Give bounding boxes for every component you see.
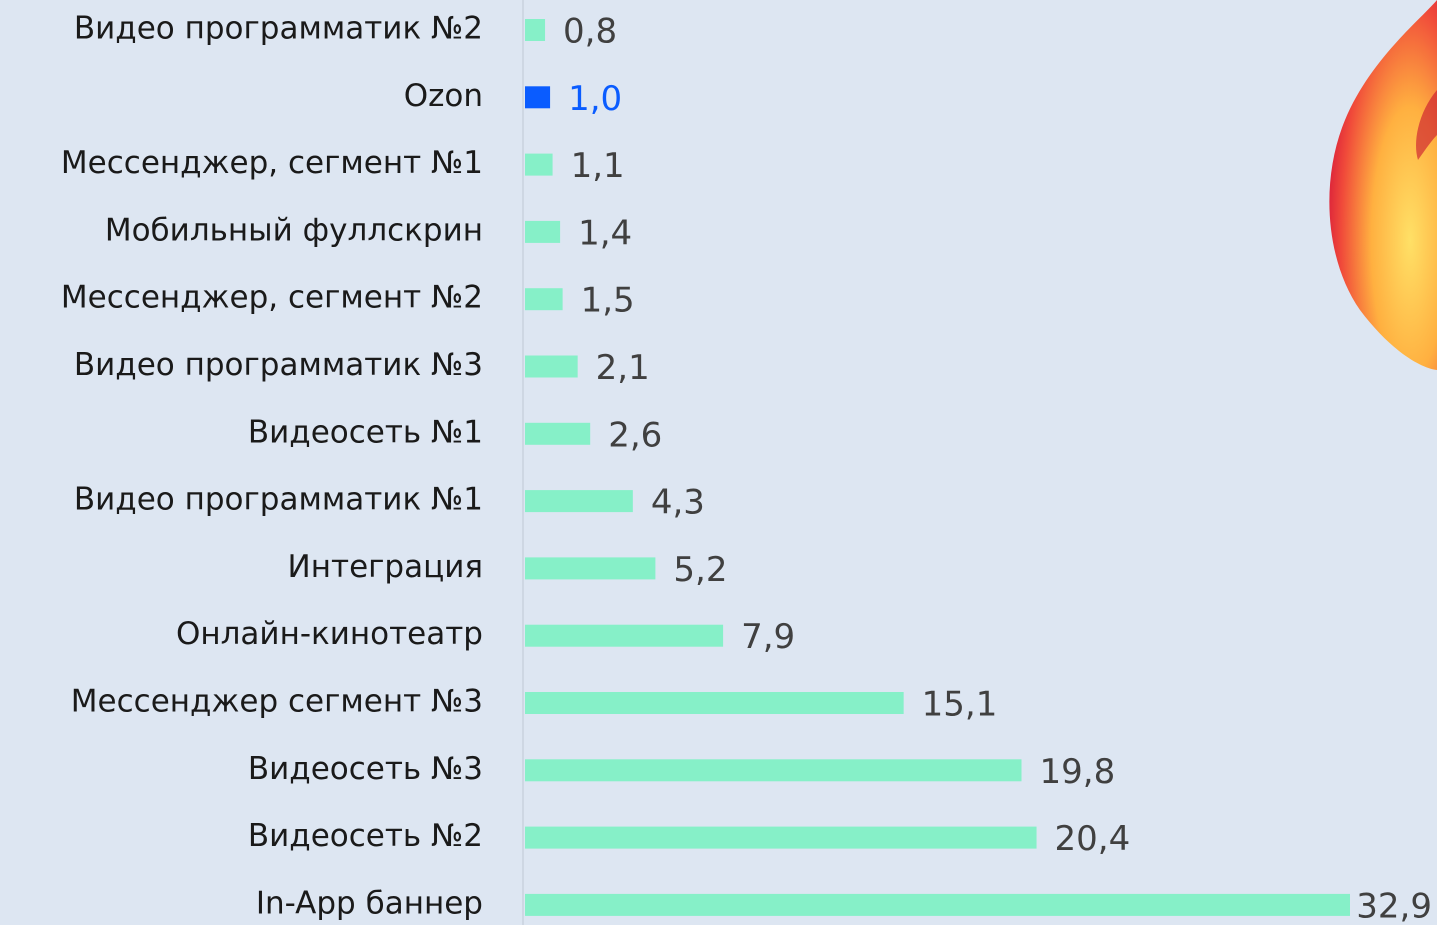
chart: Видео программатик №2 0,8 Ozon 1,0 Мессендже…	[0, 0, 1437, 925]
bar	[525, 625, 723, 647]
bar	[525, 423, 590, 445]
category-label: Ozon	[404, 78, 483, 114]
bar	[525, 86, 550, 108]
category-label: Видеосеть №3	[248, 751, 483, 787]
bar	[525, 19, 545, 41]
value-label: 2,6	[608, 415, 662, 455]
value-label: 20,4	[1055, 819, 1131, 859]
value-label: 1,4	[578, 213, 632, 253]
page: Видео программатик №2 0,8 Ozon 1,0 Мессендже…	[0, 0, 1437, 925]
bar	[525, 692, 904, 714]
value-label: 4,3	[651, 483, 705, 523]
category-label: Интеграция	[288, 549, 483, 585]
bar	[525, 759, 1022, 781]
value-label: 19,8	[1040, 752, 1116, 792]
value-label: 7,9	[741, 617, 795, 657]
value-label: 1,1	[571, 146, 625, 186]
category-label: Мобильный фуллскрин	[105, 212, 483, 248]
category-label: Видео программатик №3	[74, 347, 483, 383]
value-label: 1,5	[581, 281, 635, 321]
value-label: 2,1	[596, 348, 650, 388]
value-label: 0,8	[563, 12, 617, 52]
value-label: 5,2	[673, 550, 727, 590]
bar	[525, 221, 560, 243]
bar	[525, 288, 563, 310]
value-label: 1,0	[568, 79, 622, 119]
bar	[525, 154, 553, 176]
category-label: Мессенджер, сегмент №2	[61, 280, 483, 316]
bar	[525, 827, 1037, 849]
category-label: Мессенджер сегмент №3	[71, 684, 483, 720]
category-label: Видео программатик №2	[74, 11, 483, 47]
category-label: Онлайн-кинотеатр	[176, 616, 483, 652]
category-label: Видеосеть №1	[248, 414, 483, 450]
category-label: Видеосеть №2	[248, 818, 483, 854]
value-label: 15,1	[922, 685, 998, 725]
bar	[525, 490, 633, 512]
bar	[525, 557, 655, 579]
bar	[525, 356, 578, 378]
background	[0, 0, 1437, 925]
category-label: Видео программатик №1	[74, 482, 483, 518]
category-label: Мессенджер, сегмент №1	[61, 145, 483, 181]
bar	[525, 894, 1350, 916]
value-label: 32,9	[1356, 886, 1432, 925]
category-label: In-App баннер	[256, 885, 483, 921]
